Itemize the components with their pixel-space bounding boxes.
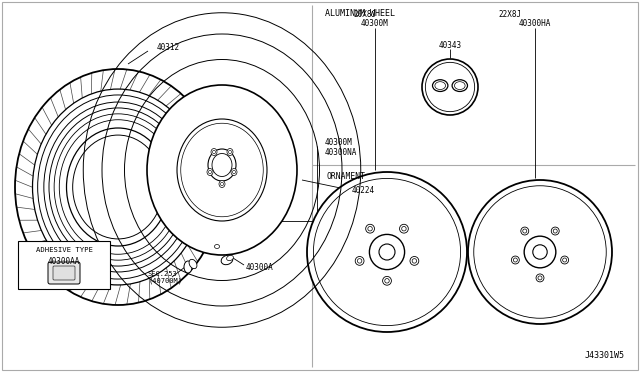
Text: 40300A: 40300A xyxy=(246,263,274,272)
Circle shape xyxy=(538,276,542,280)
Ellipse shape xyxy=(227,255,234,261)
Circle shape xyxy=(402,227,406,231)
Circle shape xyxy=(357,259,362,263)
FancyBboxPatch shape xyxy=(53,266,75,280)
Text: (40700M): (40700M) xyxy=(148,278,182,284)
Circle shape xyxy=(563,258,566,262)
FancyBboxPatch shape xyxy=(48,262,80,284)
Circle shape xyxy=(532,245,547,259)
Circle shape xyxy=(410,257,419,265)
Circle shape xyxy=(379,244,395,260)
Circle shape xyxy=(422,59,478,115)
Text: J43301W5: J43301W5 xyxy=(585,351,625,360)
Circle shape xyxy=(553,229,557,233)
Ellipse shape xyxy=(207,169,213,176)
Text: 40312: 40312 xyxy=(156,42,180,51)
Circle shape xyxy=(368,227,372,231)
Ellipse shape xyxy=(214,244,220,248)
Ellipse shape xyxy=(212,154,232,176)
Ellipse shape xyxy=(184,261,192,273)
Circle shape xyxy=(412,259,417,263)
Circle shape xyxy=(521,227,529,235)
Text: 40300HA: 40300HA xyxy=(519,19,551,28)
Text: 40300AA: 40300AA xyxy=(48,257,80,266)
Text: 20X8J: 20X8J xyxy=(353,10,376,19)
Ellipse shape xyxy=(232,170,236,174)
Ellipse shape xyxy=(209,170,211,174)
Circle shape xyxy=(513,258,517,262)
Text: 40343: 40343 xyxy=(438,41,461,49)
Text: 40224: 40224 xyxy=(352,186,375,195)
Text: 40300M: 40300M xyxy=(325,138,353,147)
Text: 40300M: 40300M xyxy=(361,19,389,28)
Circle shape xyxy=(355,257,364,265)
Circle shape xyxy=(399,224,408,233)
Ellipse shape xyxy=(227,148,233,155)
Text: ADHESIVE TYPE: ADHESIVE TYPE xyxy=(36,247,92,253)
Ellipse shape xyxy=(208,149,236,181)
Circle shape xyxy=(524,236,556,268)
Ellipse shape xyxy=(147,85,297,255)
Ellipse shape xyxy=(20,75,216,299)
Circle shape xyxy=(551,227,559,235)
Circle shape xyxy=(385,279,389,283)
Bar xyxy=(18,241,110,289)
Circle shape xyxy=(307,172,467,332)
Ellipse shape xyxy=(212,150,216,154)
Ellipse shape xyxy=(211,148,217,155)
Circle shape xyxy=(369,234,404,270)
Ellipse shape xyxy=(219,180,225,187)
Ellipse shape xyxy=(177,119,267,221)
Ellipse shape xyxy=(221,182,223,186)
Text: 40300NA: 40300NA xyxy=(325,148,357,157)
Text: ORNAMENT: ORNAMENT xyxy=(327,172,366,181)
Circle shape xyxy=(523,229,527,233)
Circle shape xyxy=(511,256,519,264)
Text: 22X8J: 22X8J xyxy=(499,10,522,19)
Text: SEC.253: SEC.253 xyxy=(148,271,178,277)
Circle shape xyxy=(561,256,568,264)
Circle shape xyxy=(383,276,392,285)
Circle shape xyxy=(536,274,544,282)
Ellipse shape xyxy=(221,255,233,265)
Ellipse shape xyxy=(228,150,232,154)
Ellipse shape xyxy=(231,169,237,176)
Circle shape xyxy=(468,180,612,324)
Ellipse shape xyxy=(189,259,197,269)
Text: ALUMINUM WHEEL: ALUMINUM WHEEL xyxy=(325,9,395,18)
Circle shape xyxy=(365,224,374,233)
